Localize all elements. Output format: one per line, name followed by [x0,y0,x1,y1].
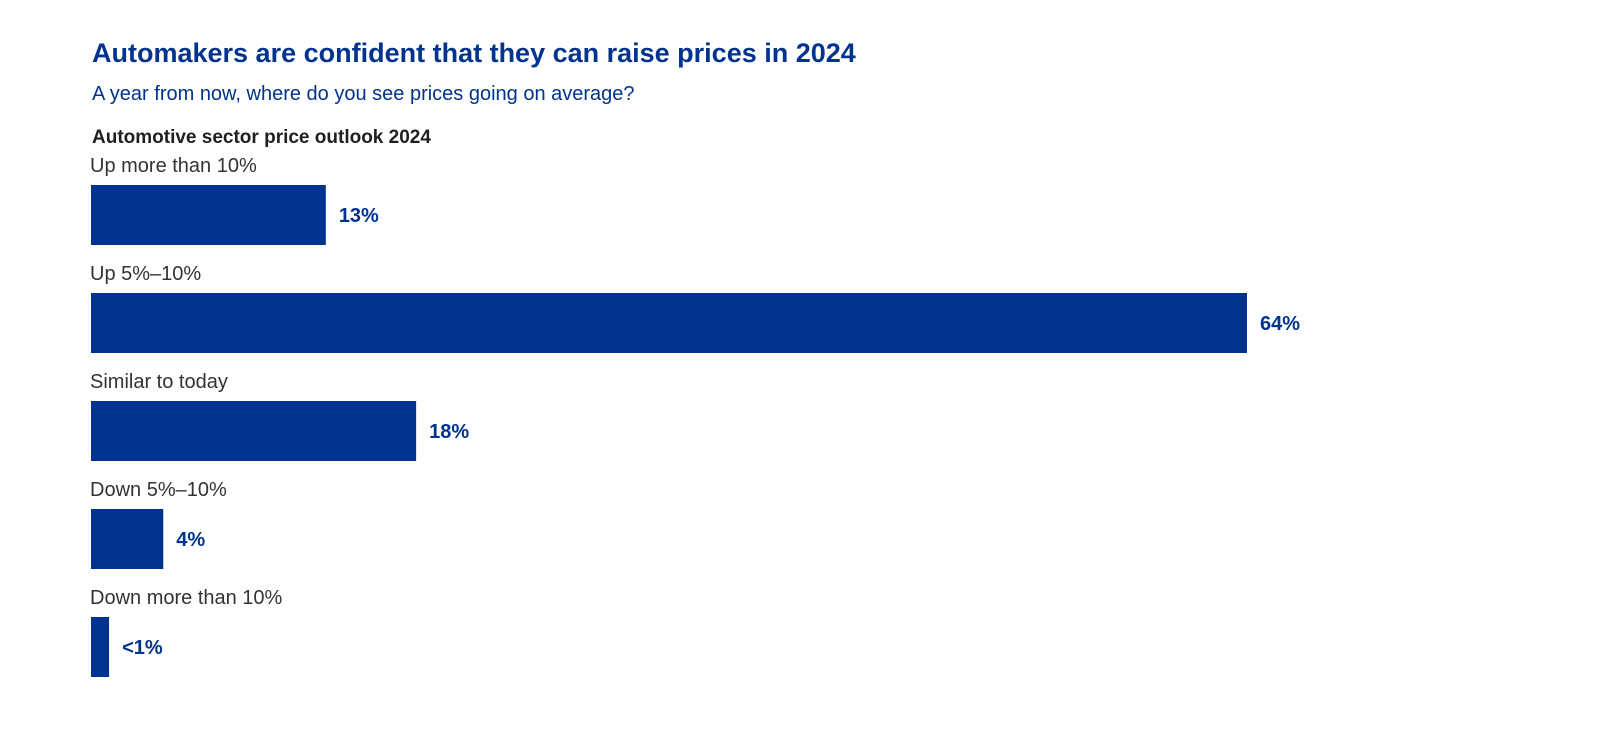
data-label: 18% [429,421,469,443]
data-label: 64% [1260,313,1300,335]
data-label: 13% [339,205,379,227]
category-label: Down more than 10% [90,587,283,609]
category-label: Similar to today [90,371,228,393]
category-label: Down 5%–10% [90,479,227,501]
bar [91,185,326,245]
bar [91,293,1247,353]
bar [91,509,164,569]
category-label: Up more than 10% [90,155,257,177]
chart-heading: Automotive sector price outlook 2024 [92,127,431,148]
category-label: Up 5%–10% [90,263,201,285]
bar [91,617,110,677]
chart-title: Automakers are confident that they can r… [92,38,856,68]
data-label: <1% [122,637,163,659]
chart-subtitle: A year from now, where do you see prices… [92,83,635,105]
data-label: 4% [176,529,205,551]
bar [91,401,417,461]
